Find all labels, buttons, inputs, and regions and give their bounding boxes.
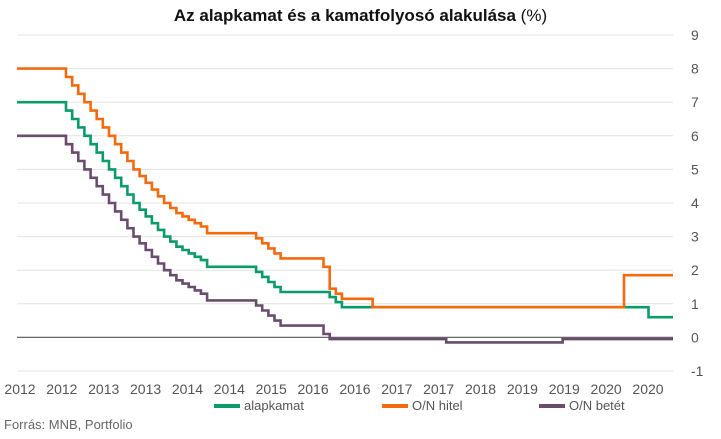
y-tick-label: 1 <box>691 296 699 312</box>
y-tick-label: 5 <box>691 161 699 177</box>
x-tick-label: 2012 <box>46 381 77 397</box>
legend-label-alapkamat: alapkamat <box>244 398 304 413</box>
y-tick-labels: -1 0 1 2 3 4 5 6 7 8 9 <box>691 27 704 379</box>
x-tick-label: 2017 <box>381 381 412 397</box>
y-tick-label: 0 <box>691 329 699 345</box>
x-tick-label: 2013 <box>88 381 119 397</box>
x-tick-label: 2012 <box>4 381 35 397</box>
x-tick-label: 2020 <box>632 381 663 397</box>
legend-item-alapkamat: alapkamat <box>214 398 304 413</box>
y-tick-label: -1 <box>691 363 704 379</box>
y-tick-label: 8 <box>691 61 699 77</box>
legend-swatch-on-betet <box>539 403 565 408</box>
y-tick-label: 3 <box>691 229 699 245</box>
x-tick-label: 2020 <box>591 381 622 397</box>
legend-item-on-hitel: O/N hitel <box>382 398 463 413</box>
y-tick-label: 7 <box>691 94 699 110</box>
x-tick-label: 2014 <box>172 381 203 397</box>
x-tick-label: 2019 <box>507 381 538 397</box>
x-tick-label: 2013 <box>130 381 161 397</box>
gridlines <box>17 34 673 372</box>
x-tick-label: 2016 <box>339 381 370 397</box>
series-line-alapkamat <box>17 100 673 319</box>
legend-swatch-alapkamat <box>214 403 240 408</box>
x-tick-label: 2018 <box>465 381 496 397</box>
series-lines <box>17 67 673 344</box>
legend-label-on-hitel: O/N hitel <box>412 398 463 413</box>
series-line-on-betet <box>17 134 673 344</box>
x-tick-label: 2019 <box>549 381 580 397</box>
x-tick-label: 2016 <box>297 381 328 397</box>
legend-swatch-on-hitel <box>382 403 408 408</box>
x-tick-label: 2017 <box>423 381 454 397</box>
x-tick-label: 2015 <box>256 381 287 397</box>
chart-title-main: Az alapkamat és a kamatfolyosó alakulása <box>173 6 516 25</box>
x-tick-label: 2014 <box>214 381 245 397</box>
legend-label-on-betet: O/N betét <box>569 398 625 413</box>
y-tick-label: 6 <box>691 128 699 144</box>
y-tick-label: 2 <box>691 262 699 278</box>
source-note: Forrás: MNB, Portfolio <box>4 417 133 432</box>
chart-title-unit: (%) <box>520 6 548 25</box>
series-line-on-hitel <box>17 67 673 309</box>
y-tick-label: 9 <box>691 27 699 43</box>
chart-title: Az alapkamat és a kamatfolyosó alakulása… <box>0 6 721 26</box>
legend-item-on-betet: O/N betét <box>539 398 625 413</box>
y-tick-label: 4 <box>691 195 699 211</box>
x-tick-labels: 2012 2012 2013 2013 2014 2014 2015 2016 2016 2017… <box>4 381 663 397</box>
